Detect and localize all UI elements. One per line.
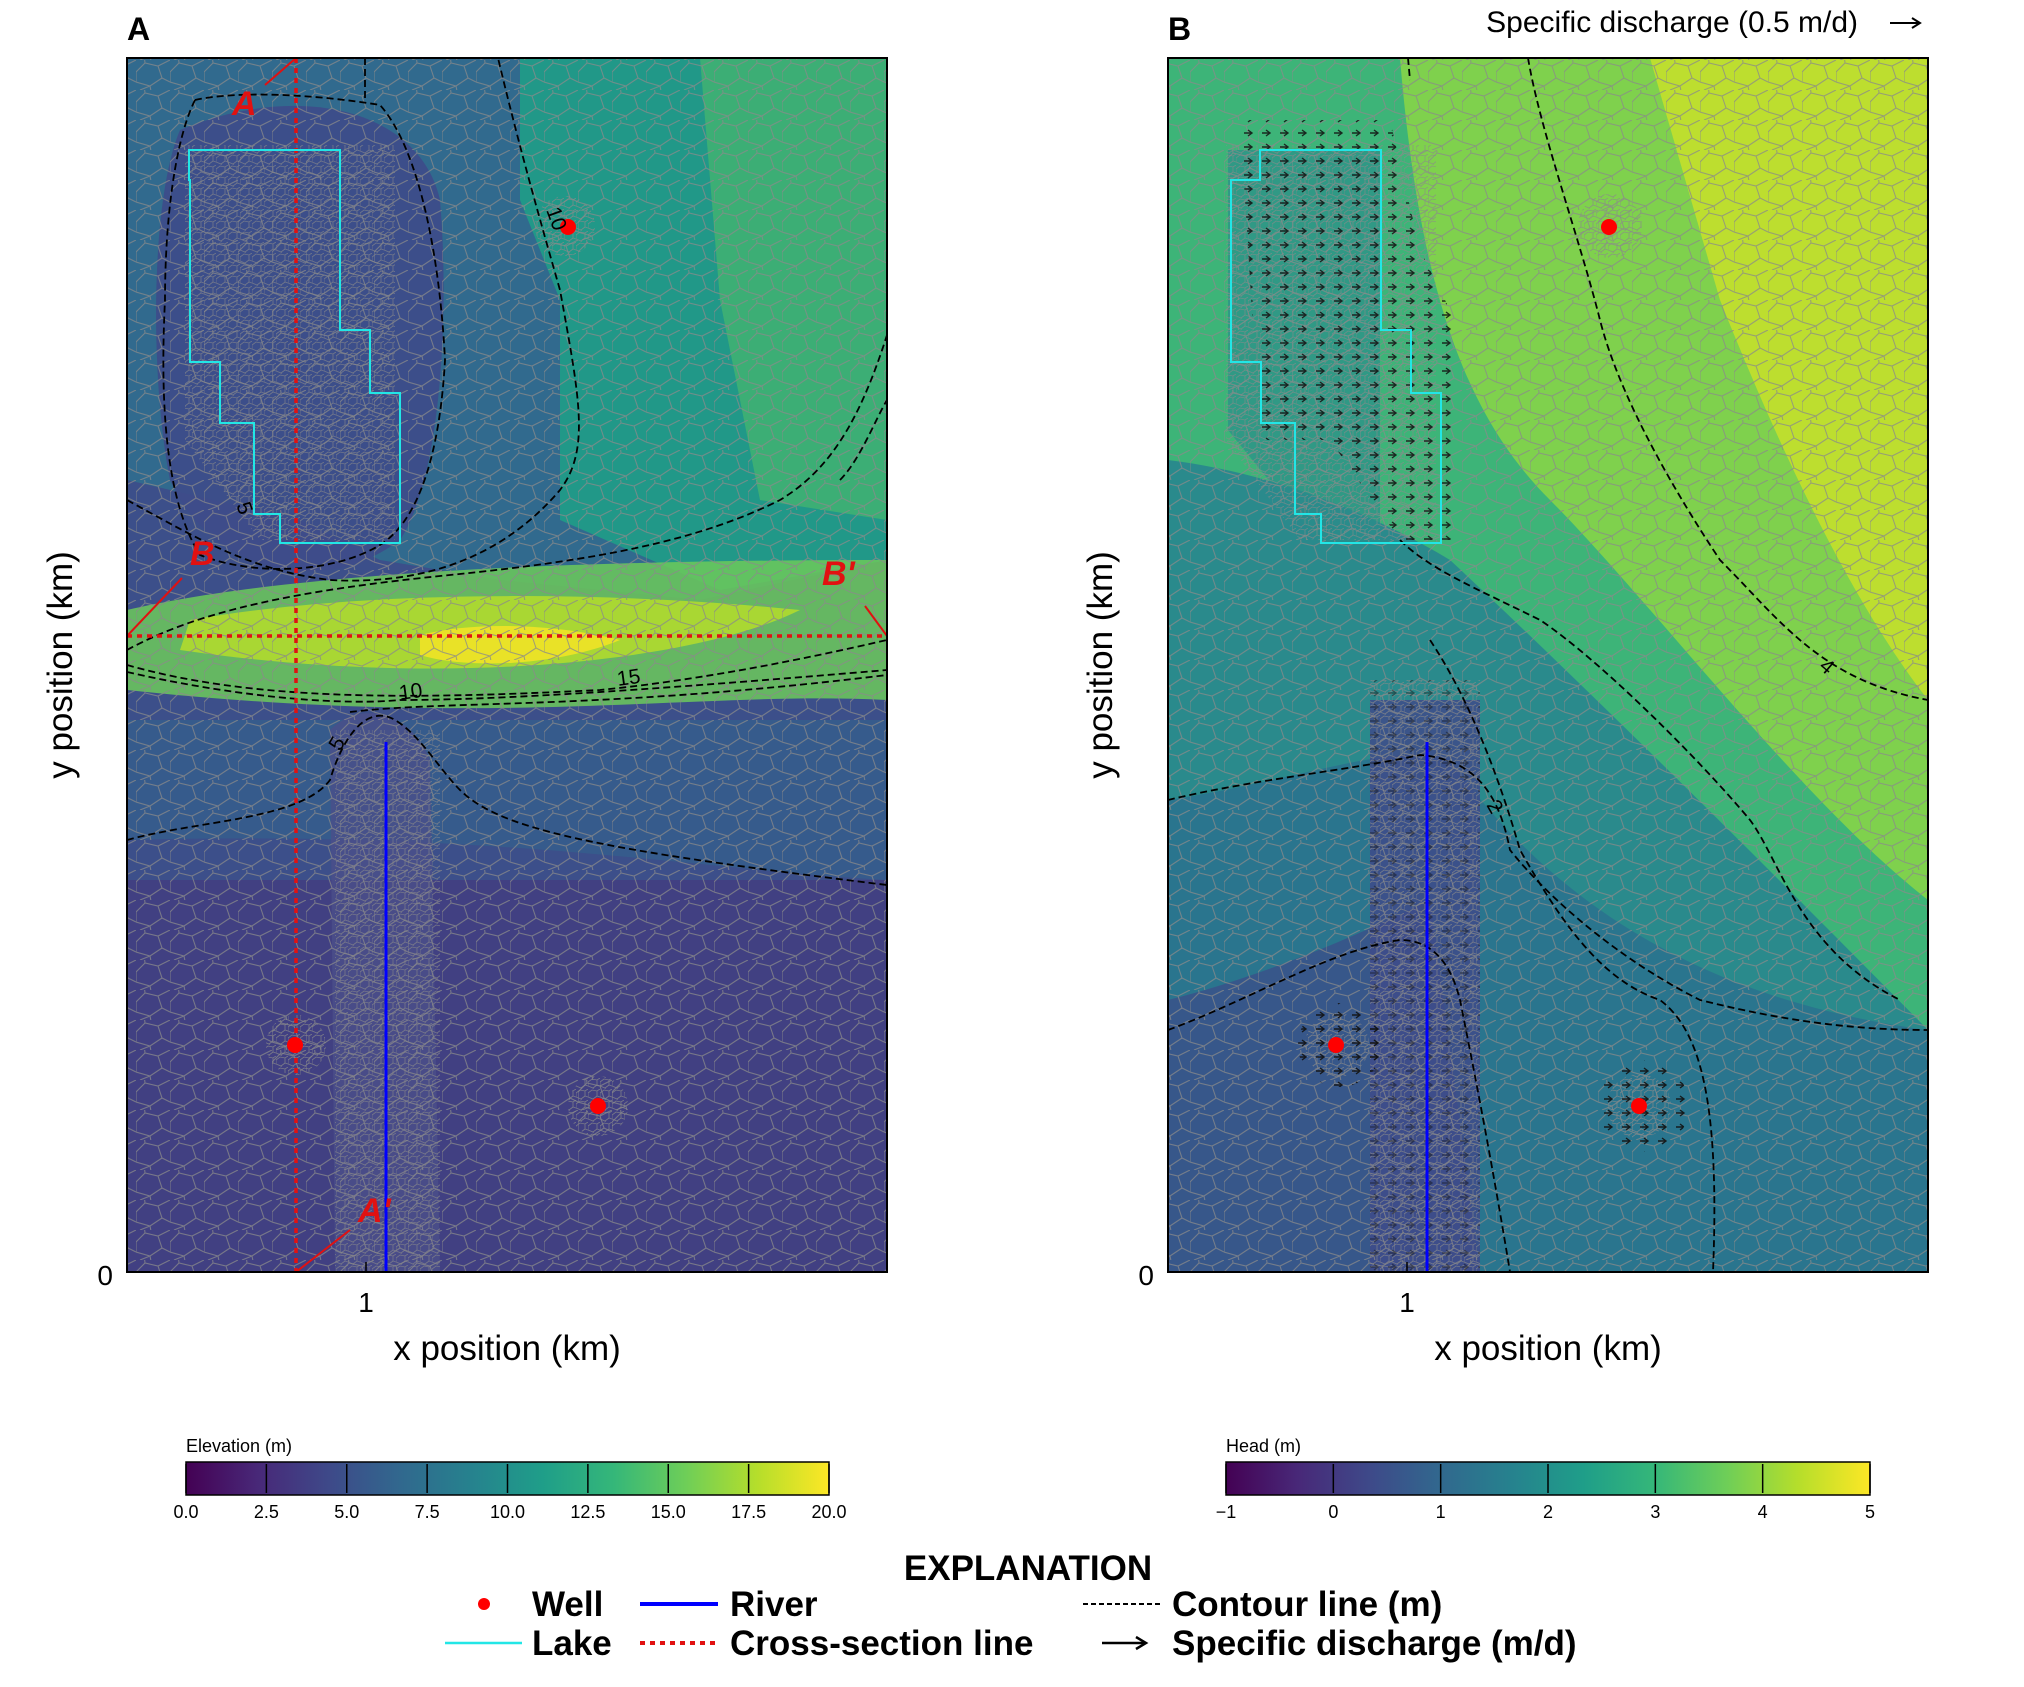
panel-b-label: B: [1168, 11, 1191, 47]
cross-section-tick-a: [264, 58, 297, 86]
contour-line: [1399, 539, 1901, 1001]
quiver-key-label: Specific discharge (0.5 m/d): [1486, 6, 1858, 39]
well-marker: [590, 1098, 606, 1114]
colorbar-tick-label: 12.5: [570, 1502, 605, 1522]
legend-contour-label: Contour line (m): [1172, 1585, 1442, 1624]
colorbar-ticks: 0.0 2.5 5.0 7.5 10.0 12.5 15.0 17.5 20.0: [173, 1464, 847, 1522]
panel-b-frame: [1167, 57, 1929, 1273]
colorbar-tick-label: 17.5: [731, 1502, 766, 1522]
contour-line: [127, 714, 887, 886]
colorbar-label: Elevation (m): [186, 1436, 292, 1456]
well-marker: [560, 219, 576, 235]
x-tick-label: 1: [1399, 1287, 1415, 1318]
cross-section-label-b: B: [190, 535, 215, 573]
x-axis-label: x position (km): [393, 1329, 621, 1368]
legend-river-label: River: [730, 1585, 818, 1624]
cross-section-tick-b-end: [864, 605, 887, 637]
panel-a-elevation: 10 5 15 10 5 A A' B B' A 1 0 x position …: [41, 11, 888, 1522]
colorbar-tick-label: 2.5: [254, 1502, 279, 1522]
quiver-key-arrow: [1890, 17, 1922, 29]
contour-line: [1429, 639, 1716, 1272]
contour-lines: [1168, 58, 1928, 1272]
explanation-legend: EXPLANATION Well River Contour line (m) …: [445, 1549, 1577, 1663]
colorbar-tick-label: 7.5: [415, 1502, 440, 1522]
y-axis-label: y position (km): [1081, 551, 1120, 779]
colorbar-tick-label: 4: [1758, 1502, 1768, 1522]
panel-a-cross-section-labels: A A' B B': [190, 85, 857, 1230]
well-marker: [1631, 1098, 1647, 1114]
contour-label: 10: [397, 679, 423, 705]
colorbar-tick-label: 0: [1328, 1502, 1338, 1522]
contour-line: [349, 674, 887, 713]
legend-well-label: Well: [532, 1585, 603, 1624]
contour-line: [127, 639, 887, 697]
y-axis-label: y position (km): [41, 551, 80, 779]
colorbar-tick-label: 0.0: [173, 1502, 198, 1522]
contour-line: [1168, 754, 1928, 1031]
legend-title: EXPLANATION: [904, 1549, 1152, 1588]
y-tick-label: 0: [97, 1260, 113, 1291]
lake-outline: [188, 149, 401, 544]
contour-line: [127, 58, 580, 582]
colorbar-tick-label: 10.0: [490, 1502, 525, 1522]
contour-line: [1407, 58, 1411, 81]
x-axis-label: x position (km): [1434, 1329, 1662, 1368]
cross-section-tick-b: [127, 577, 183, 637]
cross-section-label-b-prime: B': [822, 555, 857, 593]
y-tick-label: 0: [1138, 1260, 1154, 1291]
colorbar-tick-label: −1: [1216, 1502, 1237, 1522]
contour-line: [162, 58, 446, 570]
colorbar-tick-label: 5.0: [334, 1502, 359, 1522]
legend-well-symbol: [478, 1598, 490, 1610]
colorbar-elevation: Elevation (m) 0.0 2.5 5.0 7.5 10.0 12.5 15.0 17…: [173, 1436, 846, 1522]
cross-section-label-a-prime: A': [357, 1192, 393, 1230]
panel-a-label: A: [127, 11, 150, 47]
contour-lines: [127, 58, 887, 886]
x-tick-label: 1: [358, 1287, 374, 1318]
colorbar-ticks: −1 0 1 2 3 4 5: [1216, 1464, 1875, 1522]
contour-line: [1168, 939, 1511, 1272]
colorbar-label: Head (m): [1226, 1436, 1301, 1456]
legend-discharge-label: Specific discharge (m/d): [1172, 1624, 1577, 1663]
legend-discharge-arrow-icon: [1102, 1635, 1149, 1651]
panel-b-plot-area: [1168, 58, 1928, 1272]
colorbar-head: Head (m) −1 0 1 2 3 4 5: [1216, 1436, 1875, 1522]
colorbar-tick-label: 3: [1650, 1502, 1660, 1522]
lake-outline: [1230, 149, 1442, 544]
legend-cross-section-label: Cross-section line: [730, 1624, 1033, 1663]
panel-b-head: 4 2 B Specific discharge (0.5 m/d) 1 0 x…: [1081, 6, 1929, 1522]
panel-a-frame: [126, 57, 888, 1273]
panel-a-plot-area: [127, 58, 887, 1272]
contour-line: [839, 399, 887, 481]
voronoi-mesh-lake-refined: [185, 145, 395, 540]
contour-line: [127, 669, 887, 703]
well-marker: [287, 1037, 303, 1053]
cross-section-label-a: A: [231, 85, 257, 123]
well-marker: [1601, 219, 1617, 235]
colorbar-tick-label: 15.0: [651, 1502, 686, 1522]
contour-label: 15: [615, 665, 641, 691]
colorbar-tick-label: 20.0: [811, 1502, 846, 1522]
contour-line: [1527, 58, 1928, 701]
well-marker: [1328, 1037, 1344, 1053]
specific-discharge-arrows-river: [1370, 680, 1480, 1272]
cross-section-tick-a-end: [295, 1229, 351, 1272]
colorbar-tick-label: 1: [1436, 1502, 1446, 1522]
colorbar-tick-label: 5: [1865, 1502, 1875, 1522]
legend-lake-label: Lake: [532, 1624, 612, 1663]
colorbar-tick-label: 2: [1543, 1502, 1553, 1522]
